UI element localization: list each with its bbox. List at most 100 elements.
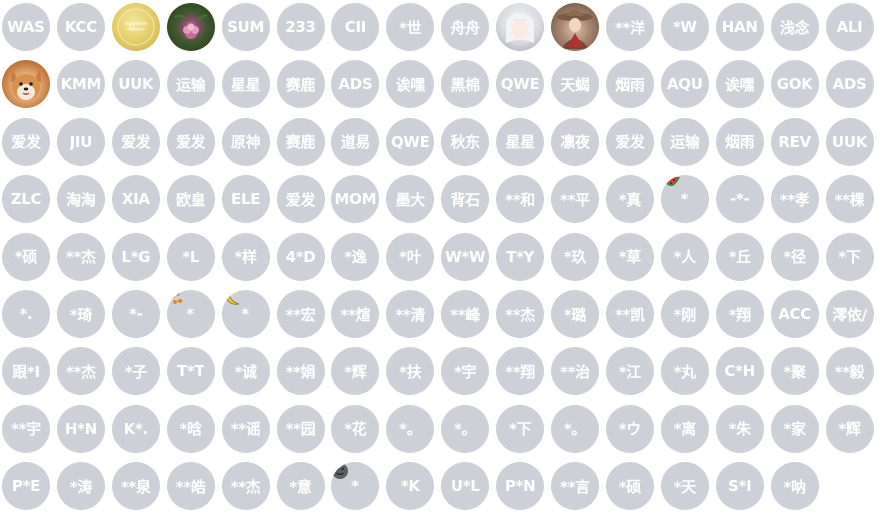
sponsor-avatar[interactable]: **峰 bbox=[441, 290, 490, 338]
sponsor-avatar[interactable]: *丸 bbox=[660, 347, 709, 396]
sponsor-avatar[interactable]: *ウ bbox=[605, 404, 654, 453]
sponsor-avatar[interactable]: ADS bbox=[825, 60, 874, 109]
sponsor-avatar[interactable]: ALI bbox=[825, 3, 874, 51]
sponsor-avatar[interactable]: -*- bbox=[715, 175, 764, 224]
sponsor-avatar[interactable]: UUK bbox=[825, 117, 874, 166]
sponsor-avatar[interactable]: 背石 bbox=[441, 175, 490, 224]
anime-character-avatar[interactable] bbox=[496, 3, 545, 51]
sponsor-avatar[interactable]: *聚 bbox=[770, 347, 819, 396]
sponsor-avatar[interactable]: **棵 bbox=[825, 175, 874, 224]
sponsor-avatar[interactable]: **清 bbox=[386, 290, 435, 338]
sponsor-avatar[interactable]: *离 bbox=[660, 404, 709, 453]
sponsor-avatar[interactable]: *逸 bbox=[331, 232, 380, 281]
sponsor-avatar[interactable]: *下 bbox=[825, 232, 874, 281]
sponsor-avatar[interactable]: XIA bbox=[111, 175, 160, 224]
sponsor-avatar[interactable]: 爱发 bbox=[276, 175, 325, 224]
sponsor-avatar[interactable]: *呐 bbox=[770, 462, 819, 511]
sponsor-avatar[interactable]: *扶 bbox=[386, 347, 435, 396]
sponsor-avatar[interactable]: **杰 bbox=[221, 462, 270, 511]
sponsor-avatar[interactable]: WAS bbox=[2, 3, 50, 51]
sponsor-avatar[interactable]: **杰 bbox=[496, 290, 545, 338]
sponsor-avatar[interactable]: **翔 bbox=[496, 347, 545, 396]
sponsor-avatar[interactable]: **杰 bbox=[56, 347, 105, 396]
sponsor-avatar[interactable]: *晗 bbox=[166, 404, 215, 453]
sponsor-avatar[interactable]: 秋东 bbox=[441, 117, 490, 166]
sponsor-avatar[interactable]: **平 bbox=[551, 175, 599, 224]
sponsor-avatar[interactable]: *人 bbox=[660, 232, 709, 281]
sponsor-avatar[interactable]: *L bbox=[166, 232, 215, 281]
sponsor-avatar[interactable]: 诶嘿 bbox=[386, 60, 435, 109]
sponsor-avatar[interactable]: 烟雨 bbox=[715, 117, 764, 166]
sponsor-avatar[interactable]: 浅念 bbox=[770, 3, 819, 51]
sponsor-avatar[interactable]: 4*D bbox=[276, 232, 325, 281]
sponsor-avatar[interactable]: 赛鹿 bbox=[276, 60, 325, 109]
sponsor-avatar[interactable]: 233 bbox=[276, 3, 325, 51]
sponsor-avatar[interactable]: *翔 bbox=[715, 290, 764, 338]
sponsor-avatar[interactable]: H*N bbox=[56, 404, 105, 453]
sponsor-avatar[interactable]: 星星 bbox=[496, 117, 545, 166]
sponsor-avatar[interactable]: *子 bbox=[111, 347, 160, 396]
sponsor-avatar[interactable]: *刚 bbox=[660, 290, 709, 338]
sponsor-avatar[interactable]: K*. bbox=[111, 404, 160, 453]
sponsor-avatar[interactable]: *涛 bbox=[56, 462, 105, 511]
sponsor-avatar[interactable]: *琦 bbox=[56, 290, 105, 338]
sponsor-avatar[interactable]: *璐 bbox=[551, 290, 599, 338]
sponsor-avatar[interactable]: **治 bbox=[551, 347, 599, 396]
gold-coin-avatar[interactable]: G... bbox=[111, 3, 160, 51]
sponsor-avatar[interactable]: ELE bbox=[221, 175, 270, 224]
sponsor-avatar[interactable]: **皓 bbox=[166, 462, 215, 511]
sponsor-avatar[interactable]: *. bbox=[2, 290, 50, 338]
sponsor-avatar[interactable]: 爱发 bbox=[166, 117, 215, 166]
sponsor-avatar[interactable]: QWE bbox=[386, 117, 435, 166]
sponsor-avatar[interactable]: 原神 bbox=[221, 117, 270, 166]
sponsor-avatar[interactable]: CII bbox=[331, 3, 380, 51]
sponsor-avatar[interactable]: KMM bbox=[56, 60, 105, 109]
sponsor-avatar[interactable]: REV bbox=[770, 117, 819, 166]
sponsor-avatar[interactable]: P*N bbox=[496, 462, 545, 511]
sponsor-avatar[interactable]: * bbox=[221, 290, 270, 338]
sponsor-avatar[interactable]: MOM bbox=[331, 175, 380, 224]
sponsor-avatar[interactable]: **孝 bbox=[770, 175, 819, 224]
sponsor-avatar[interactable]: **言 bbox=[551, 462, 599, 511]
sponsor-avatar[interactable]: *世 bbox=[386, 3, 435, 51]
sponsor-avatar[interactable]: *草 bbox=[605, 232, 654, 281]
sponsor-avatar[interactable]: *朱 bbox=[715, 404, 764, 453]
sponsor-avatar[interactable]: *辉 bbox=[331, 347, 380, 396]
sponsor-avatar[interactable]: **园 bbox=[276, 404, 325, 453]
sponsor-avatar[interactable]: *辉 bbox=[825, 404, 874, 453]
sponsor-avatar[interactable]: * bbox=[660, 175, 709, 224]
sponsor-avatar[interactable]: *硕 bbox=[2, 232, 50, 281]
sponsor-avatar[interactable]: *家 bbox=[770, 404, 819, 453]
pink-flower-avatar[interactable] bbox=[166, 3, 215, 51]
sponsor-avatar[interactable]: GOK bbox=[770, 60, 819, 109]
sponsor-avatar[interactable]: ZLC bbox=[2, 175, 50, 224]
sponsor-avatar[interactable]: *意 bbox=[276, 462, 325, 511]
sponsor-avatar[interactable]: 运输 bbox=[166, 60, 215, 109]
sponsor-avatar[interactable]: T*Y bbox=[496, 232, 545, 281]
sponsor-avatar[interactable]: *丘 bbox=[715, 232, 764, 281]
sponsor-avatar[interactable]: **宏 bbox=[276, 290, 325, 338]
sponsor-avatar[interactable]: 运输 bbox=[660, 117, 709, 166]
sponsor-avatar[interactable]: *。 bbox=[441, 404, 490, 453]
sponsor-avatar[interactable]: **宇 bbox=[2, 404, 50, 453]
sponsor-avatar[interactable]: **谣 bbox=[221, 404, 270, 453]
sponsor-avatar[interactable]: **洋 bbox=[605, 3, 654, 51]
sponsor-avatar[interactable]: 淘淘 bbox=[56, 175, 105, 224]
sponsor-avatar[interactable]: 舟舟 bbox=[441, 3, 490, 51]
sponsor-avatar[interactable]: *宇 bbox=[441, 347, 490, 396]
sponsor-avatar[interactable]: 黑棉 bbox=[441, 60, 490, 109]
sponsor-avatar[interactable]: 天蝎 bbox=[551, 60, 599, 109]
cowboy-character-avatar[interactable] bbox=[551, 3, 599, 51]
sponsor-avatar[interactable]: JIU bbox=[56, 117, 105, 166]
sponsor-avatar[interactable]: 星星 bbox=[221, 60, 270, 109]
sponsor-avatar[interactable]: W*W bbox=[441, 232, 490, 281]
sponsor-avatar[interactable]: **和 bbox=[496, 175, 545, 224]
sponsor-avatar[interactable]: 澪依/ bbox=[825, 290, 874, 338]
sponsor-avatar[interactable]: *- bbox=[111, 290, 160, 338]
sponsor-avatar[interactable]: SUM bbox=[221, 3, 270, 51]
sponsor-avatar[interactable]: 诶嘿 bbox=[715, 60, 764, 109]
sponsor-avatar[interactable]: HAN bbox=[715, 3, 764, 51]
sponsor-avatar[interactable]: *K bbox=[386, 462, 435, 511]
sponsor-avatar[interactable]: **毅 bbox=[825, 347, 874, 396]
sponsor-avatar[interactable]: 爱发 bbox=[605, 117, 654, 166]
